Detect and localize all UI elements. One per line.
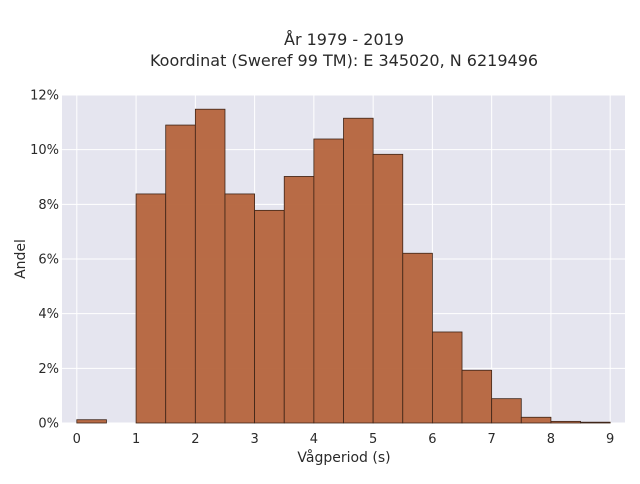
histogram-bar-17 [580, 421, 611, 424]
y-tick-label-6: 12% [30, 89, 59, 104]
chart-title-line-2: Koordinat (Sweref 99 TM): E 345020, N 62… [150, 51, 538, 70]
x-axis-label: Vågperiod (s) [297, 449, 390, 466]
x-tick-label-5: 5 [369, 432, 377, 447]
histogram-bar-4 [194, 108, 226, 424]
histogram-bar-3 [165, 124, 196, 424]
y-axis-ticks: 0% 2% 4% 6% 8% 10% 12% [30, 89, 59, 432]
histogram-bar-5 [224, 193, 256, 424]
x-tick-label-0: 0 [73, 432, 81, 447]
histogram-bar-0 [76, 419, 107, 424]
y-tick-label-5: 10% [30, 143, 59, 158]
histogram-bar-9 [343, 117, 374, 424]
y-tick-label-3: 6% [38, 253, 59, 268]
histogram-bar-8 [313, 138, 344, 424]
x-tick-label-8: 8 [547, 432, 555, 447]
x-axis-ticks: 0 1 2 3 4 5 6 7 8 9 [73, 432, 615, 447]
histogram-bar-10 [372, 153, 404, 424]
histogram-bar-14 [491, 398, 522, 424]
y-axis-label: Andel [13, 239, 29, 279]
histogram-bar-7 [283, 176, 315, 424]
histogram-bar-16 [550, 420, 581, 424]
y-tick-label-1: 2% [38, 362, 59, 377]
x-tick-label-1: 1 [132, 432, 140, 447]
histogram-bar-6 [254, 209, 285, 424]
y-tick-label-2: 4% [38, 307, 59, 322]
histogram-bar-2 [135, 193, 167, 424]
histogram-bar-15 [520, 416, 552, 424]
x-tick-label-4: 4 [310, 432, 318, 447]
histogram-bar-13 [461, 369, 493, 424]
x-tick-label-9: 9 [606, 432, 614, 447]
y-tick-label-0: 0% [38, 417, 59, 432]
histogram-bar-11 [402, 252, 433, 424]
x-tick-label-2: 2 [191, 432, 199, 447]
chart-title-line-1: År 1979 - 2019 [284, 30, 404, 49]
histogram-bars [76, 108, 611, 424]
x-tick-label-7: 7 [488, 432, 496, 447]
x-tick-label-6: 6 [428, 432, 436, 447]
histogram-bar-12 [431, 331, 463, 424]
x-tick-label-3: 3 [250, 432, 258, 447]
y-tick-label-4: 8% [38, 198, 59, 213]
